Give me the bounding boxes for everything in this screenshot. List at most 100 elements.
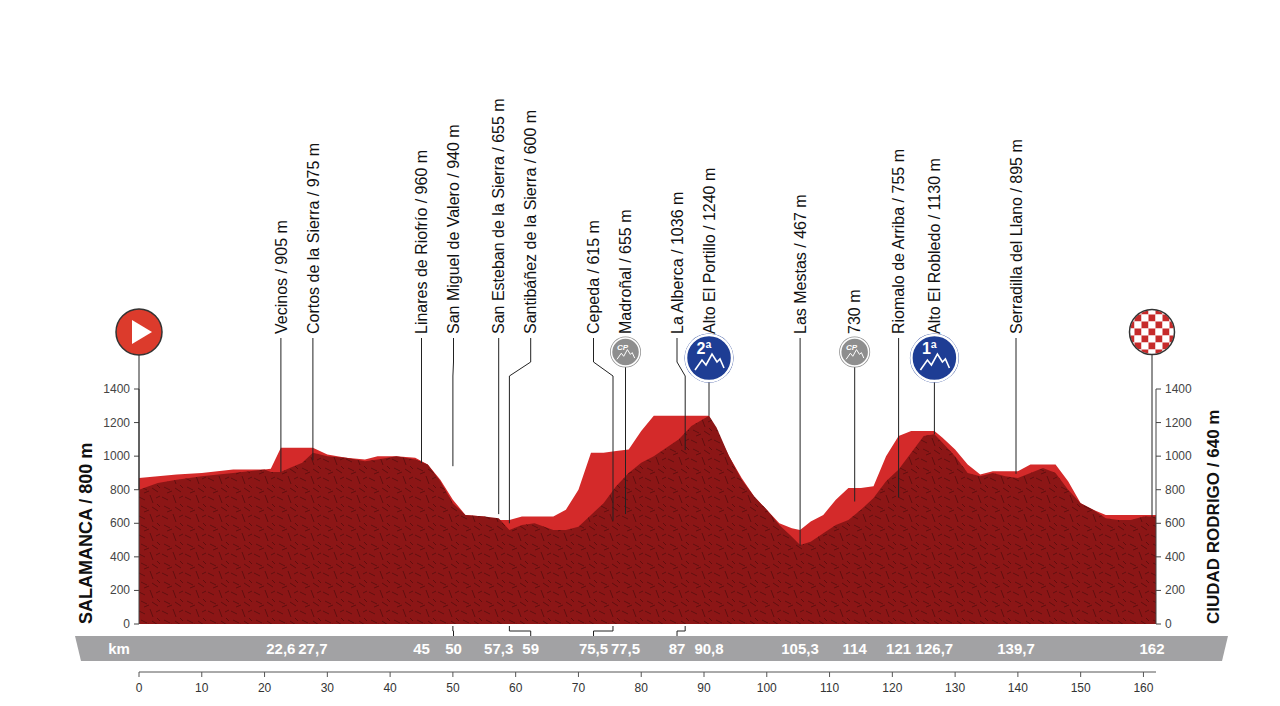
waypoint-km: 57,3 [484, 640, 513, 657]
checker-square [1128, 308, 1135, 315]
finish-label: CIUDAD RODRIGO / 640 m [1204, 410, 1223, 624]
stage-profile: 0020020040040060060080080010001000120012… [0, 0, 1280, 706]
badge-text: CP [846, 343, 858, 352]
start-triangle [132, 320, 152, 344]
waypoint-label: Alto El Portillo / 1240 m [701, 168, 718, 334]
x-tick-label: 110 [820, 681, 839, 695]
x-tick-label: 40 [383, 681, 397, 695]
start-label: SALAMANCA / 800 m [76, 443, 96, 624]
x-tick-label: 50 [446, 681, 460, 695]
y-axis-line [1156, 389, 1157, 624]
checker-square [1163, 315, 1170, 322]
y-tick [134, 624, 139, 625]
x-tick-label: 0 [136, 681, 143, 695]
badge-text: 1ª [922, 340, 937, 357]
x-tick [829, 672, 830, 677]
checker-square [1149, 308, 1156, 315]
y-tick-label: 1200 [103, 416, 130, 430]
x-tick-label: 100 [757, 681, 777, 695]
checker-square [1156, 315, 1163, 322]
band-background [75, 636, 1228, 661]
checker-square [1149, 329, 1156, 336]
x-tick-label: 140 [1008, 681, 1028, 695]
waypoint-label: Madroñal / 655 m [617, 209, 634, 334]
waypoint-leader [1016, 338, 1017, 474]
badge-circle [911, 335, 957, 381]
start-circle [116, 309, 162, 355]
waypoint-leader [677, 338, 685, 450]
waypoint-leader [898, 338, 899, 497]
checker-square [1149, 336, 1156, 343]
y-tick [1156, 624, 1161, 625]
y-tick [134, 489, 139, 490]
checker-square [1142, 329, 1149, 336]
km-bracket [594, 626, 613, 636]
x-tick [892, 672, 893, 677]
y-tick-label: 600 [110, 516, 130, 530]
y-tick-label: 200 [110, 583, 130, 597]
start-leader [139, 355, 140, 490]
x-tick [139, 672, 140, 677]
badge-ring [839, 337, 870, 368]
x-tick [264, 672, 265, 677]
x-axis-label: km [108, 640, 130, 657]
x-tick-label: 120 [882, 681, 902, 695]
y-tick [1156, 489, 1161, 490]
x-axis-line [139, 672, 1156, 673]
profile-areas [139, 416, 1156, 624]
y-tick [1156, 422, 1161, 423]
waypoint-leader [498, 338, 499, 514]
x-tick [452, 672, 453, 677]
elevation-area [139, 416, 1156, 624]
waypoint-leader [800, 338, 801, 546]
badge-ring [910, 334, 959, 383]
x-axis: 0102030405060708090100110120130140150160 [136, 672, 1156, 695]
y-tick-label: 1000 [103, 449, 130, 463]
checker-square [1156, 336, 1163, 343]
waypoint-label: Alto El Robledo / 1130 m [926, 158, 943, 334]
checker-square [1135, 315, 1142, 322]
waypoint-km: 90,8 [694, 640, 723, 657]
badge-ring [610, 337, 641, 368]
checker-square [1149, 343, 1156, 350]
y-tick-label: 400 [1165, 550, 1185, 564]
waypoint-km: 77,5 [611, 640, 640, 657]
badge-circle [686, 335, 732, 381]
checker-square [1156, 329, 1163, 336]
checker-square [1170, 329, 1177, 336]
x-tick [390, 672, 391, 677]
waypoint-km: 139,7 [997, 640, 1035, 657]
waypoint-label: Cepeda / 615 m [585, 220, 602, 334]
km-bracket [452, 626, 454, 636]
x-tick [1017, 672, 1018, 677]
waypoint-km: 87 [669, 640, 686, 657]
y-tick-label: 400 [110, 550, 130, 564]
waypoint-leader [452, 338, 454, 466]
waypoint-leader [421, 338, 422, 463]
y-tick-label: 800 [1165, 483, 1185, 497]
checker-square [1142, 315, 1149, 322]
waypoint-badge: CP [610, 337, 641, 368]
waypoints: Vecinos / 905 mCortos de la Sierra / 975… [273, 98, 1025, 636]
waypoint-km: 59 [522, 640, 539, 657]
x-tick [327, 672, 328, 677]
x-tick-label: 30 [321, 681, 335, 695]
checker-square [1149, 350, 1156, 357]
waypoint-km: 105,3 [781, 640, 819, 657]
x-tick-label: 60 [509, 681, 523, 695]
checker-square [1142, 336, 1149, 343]
checker-square [1163, 329, 1170, 336]
x-tick [201, 672, 202, 677]
checker-square [1135, 322, 1142, 329]
checker-square [1170, 308, 1177, 315]
y-tick [134, 389, 139, 390]
waypoint-km: 75,5 [579, 640, 608, 657]
waypoint-km: 114 [843, 640, 868, 657]
x-tick-label: 160 [1133, 681, 1153, 695]
y-tick [1156, 456, 1161, 457]
waypoint-label: Las Mestas / 467 m [792, 194, 809, 334]
start-icon [116, 309, 162, 355]
checker-square [1128, 350, 1135, 357]
checker-square [1128, 329, 1135, 336]
waypoint-label: Cortos de la Sierra / 975 m [305, 143, 322, 334]
